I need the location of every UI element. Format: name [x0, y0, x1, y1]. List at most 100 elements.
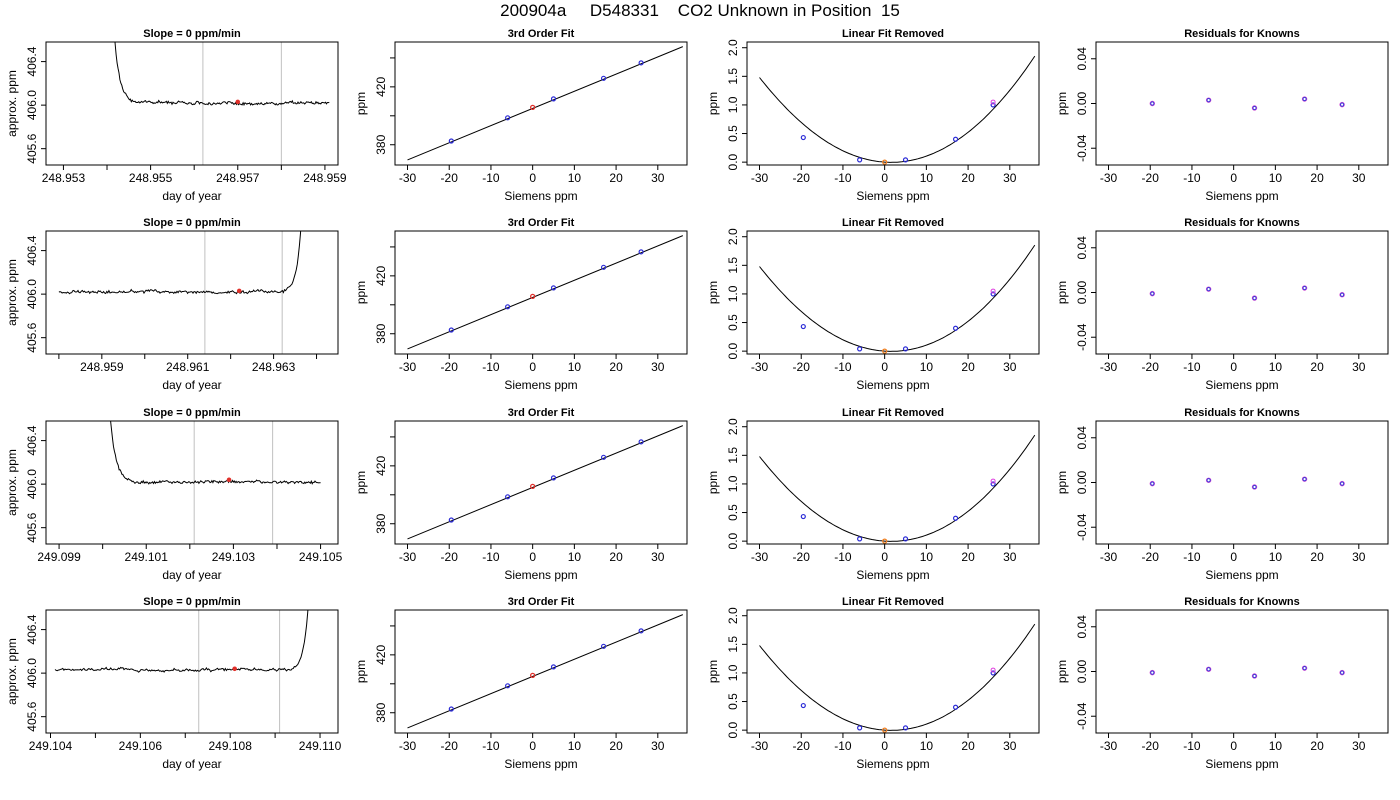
x-tick-label: -10: [482, 550, 500, 564]
y-tick-label: 1.0: [726, 96, 740, 113]
x-tick-label: -30: [399, 739, 417, 753]
y-axis-label: ppm: [706, 92, 720, 115]
x-axis-label: Siemens ppm: [856, 757, 929, 771]
y-tick-label: 380: [374, 134, 388, 154]
plot-area: [759, 55, 1036, 165]
y-tick-label: -0.04: [1075, 702, 1089, 730]
x-tick-label: 0: [1230, 360, 1237, 374]
residual-point: [1206, 478, 1211, 483]
panel-4-4: Residuals for Knowns -30 -20 -10 0 10 20 30 -0.0…: [1055, 596, 1389, 771]
x-tick-label: -30: [399, 360, 417, 374]
x-tick-label: -10: [834, 360, 852, 374]
residual-point: [1252, 105, 1257, 111]
residual-point: [1340, 292, 1345, 297]
y-tick-label: -0.04: [1075, 513, 1089, 541]
y-tick-label: 406.4: [25, 614, 39, 644]
x-tick-label: -20: [1142, 739, 1160, 753]
x-tick-label: 30: [1352, 550, 1366, 564]
y-tick-label: 0.00: [1075, 280, 1089, 304]
known-point: [990, 670, 996, 676]
x-tick-label: 30: [651, 171, 665, 185]
y-axis-label: ppm: [354, 281, 368, 304]
panel-title: Slope = 0 ppm/min: [143, 28, 241, 40]
y-tick-label: 405.6: [25, 701, 39, 731]
axes-frame: [746, 609, 1040, 734]
y-tick-label: 1.0: [726, 664, 740, 681]
x-tick-label: 248.959: [303, 171, 347, 185]
x-tick-label: 249.106: [119, 739, 163, 753]
residual-point-outer: [1205, 666, 1212, 672]
y-tick-label: 0.00: [1075, 91, 1089, 115]
x-tick-label: -30: [1100, 171, 1118, 185]
residual-point-outer: [1205, 477, 1212, 483]
panel-title: 3rd Order Fit: [508, 28, 575, 40]
y-tick-label: 0.04: [1075, 426, 1089, 450]
known-point: [952, 515, 959, 521]
known-point: [857, 725, 863, 731]
x-axis-label: Siemens ppm: [856, 189, 929, 203]
x-tick-label: -10: [834, 171, 852, 185]
x-tick-label: 10: [1269, 360, 1283, 374]
y-tick-label: 2.0: [726, 418, 740, 435]
x-tick-label: 10: [1269, 550, 1283, 564]
x-tick-label: -10: [1183, 171, 1201, 185]
x-tick-label: -10: [834, 739, 852, 753]
y-tick-label: 406.4: [25, 235, 39, 265]
axes-frame: [1095, 230, 1389, 355]
known-point: [952, 704, 959, 710]
residual-point: [1150, 670, 1155, 675]
plot-area: [1149, 665, 1345, 679]
reference-point: [990, 288, 996, 294]
x-tick-label: 0: [1230, 550, 1237, 564]
known-point: [902, 346, 909, 352]
x-tick-label: 30: [1003, 739, 1017, 753]
known-point: [800, 702, 806, 709]
x-tick-label: -30: [399, 550, 417, 564]
panel-1-2: 3rd Order Fit -30 -20 -10 0 10 20 30 380 420 Sieme…: [354, 28, 688, 203]
x-tick-label: 30: [651, 360, 665, 374]
residual-point-outer: [1339, 101, 1345, 108]
x-tick-label: 20: [1310, 171, 1324, 185]
fit-curve: [759, 55, 1036, 163]
x-tick-label: -10: [1183, 360, 1201, 374]
residual-point-outer: [1301, 665, 1308, 671]
x-tick-label: 0: [881, 739, 888, 753]
axes-frame: [746, 230, 1040, 355]
x-tick-label: -20: [793, 550, 811, 564]
y-tick-label: 1.5: [726, 636, 740, 653]
axes-frame: [45, 609, 339, 734]
x-tick-label: 0: [1230, 739, 1237, 753]
x-axis-label: day of year: [162, 568, 221, 582]
y-axis-label: ppm: [354, 471, 368, 494]
x-tick-label: 30: [651, 550, 665, 564]
unknown-point: [882, 727, 888, 733]
residual-point: [1150, 481, 1155, 486]
unknown-point: [882, 348, 888, 354]
y-tick-label: 1.5: [726, 68, 740, 85]
x-axis-label: day of year: [162, 757, 221, 771]
plot-area: [407, 46, 684, 161]
y-axis-label: approx. ppm: [5, 638, 19, 705]
known-point: [800, 513, 806, 520]
y-axis-label: ppm: [1055, 92, 1069, 115]
y-axis-label: approx. ppm: [5, 449, 19, 516]
panel-title: Residuals for Knowns: [1184, 28, 1300, 40]
ppm-trace: [110, 421, 321, 485]
x-tick-label: -20: [793, 360, 811, 374]
y-tick-label: 0.5: [726, 504, 740, 521]
x-tick-label: -10: [1183, 550, 1201, 564]
x-tick-label: 30: [1352, 171, 1366, 185]
panel-3-3: Linear Fit Removed -30 -20 -10 0 10 20 30 0.0 0.5…: [706, 407, 1040, 582]
known-point: [990, 481, 996, 487]
residual-point: [1340, 670, 1345, 675]
x-tick-label: 0: [1230, 171, 1237, 185]
known-point: [638, 628, 644, 634]
y-tick-label: 380: [374, 702, 388, 722]
x-tick-label: 248.963: [252, 360, 296, 374]
residual-point: [1302, 477, 1307, 482]
y-tick-label: 420: [374, 456, 388, 476]
panel-title: Linear Fit Removed: [842, 217, 944, 229]
known-point: [638, 60, 644, 66]
y-tick-label: -0.04: [1075, 134, 1089, 162]
panel-title: Linear Fit Removed: [842, 28, 944, 40]
